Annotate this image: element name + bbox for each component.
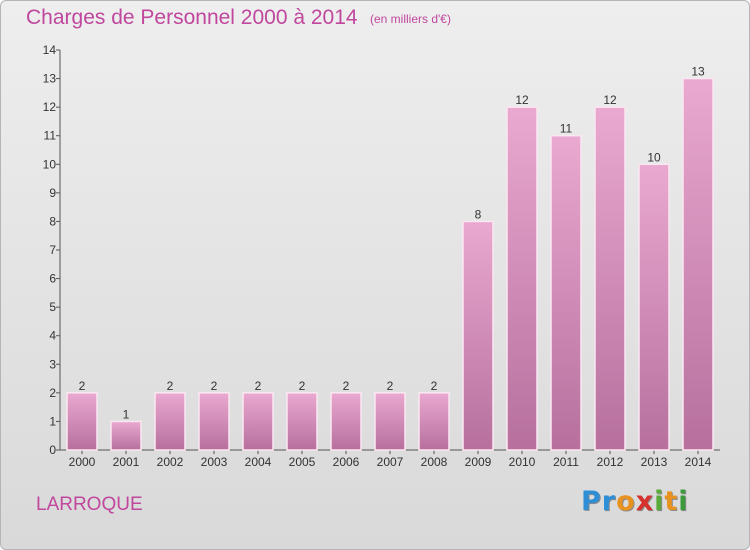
data-label: 2 bbox=[79, 379, 86, 393]
y-tick-label: 11 bbox=[44, 129, 57, 143]
bars bbox=[66, 77, 714, 451]
bar bbox=[682, 77, 714, 451]
y-tick-label: 6 bbox=[49, 272, 56, 286]
y-tick-label: 13 bbox=[43, 72, 57, 86]
x-tick-label: 2013 bbox=[641, 455, 668, 469]
bar bbox=[374, 392, 406, 451]
y-tick-label: 12 bbox=[43, 100, 57, 114]
x-tick-label: 2014 bbox=[685, 455, 712, 469]
commune-name: LARROQUE bbox=[36, 494, 143, 515]
data-label: 2 bbox=[387, 379, 394, 393]
bar bbox=[506, 106, 538, 451]
y-tick-label: 2 bbox=[49, 386, 56, 400]
data-label: 13 bbox=[691, 65, 705, 79]
y-tick-label: 14 bbox=[43, 43, 57, 57]
bar bbox=[550, 134, 582, 451]
bar bbox=[198, 392, 230, 451]
x-tick-label: 2004 bbox=[245, 455, 272, 469]
chart-title: Charges de Personnel 2000 à 2014 bbox=[26, 6, 358, 29]
bar bbox=[330, 392, 362, 451]
bar bbox=[638, 163, 670, 451]
logo-letter: r bbox=[601, 486, 617, 517]
x-tick-label: 2003 bbox=[201, 455, 228, 469]
data-label: 12 bbox=[603, 93, 617, 107]
logo-letter: o bbox=[616, 486, 636, 517]
x-tick-label: 2005 bbox=[289, 455, 316, 469]
proxiti-logo: Proxiti bbox=[581, 486, 689, 517]
labels: 2000 2 2001 1 2002 2 2003 2 2004 2 2005 2 2006 2 2007 2… bbox=[69, 65, 712, 469]
x-tick-label: 2008 bbox=[421, 455, 448, 469]
x-tick-label: 2012 bbox=[597, 455, 624, 469]
bar bbox=[418, 392, 450, 451]
y-tick-label: 0 bbox=[49, 443, 56, 457]
logo-letter: i bbox=[678, 486, 689, 517]
data-label: 2 bbox=[255, 379, 262, 393]
y-tick-label: 1 bbox=[49, 414, 56, 428]
data-label: 10 bbox=[647, 150, 661, 164]
y-tick-label: 4 bbox=[49, 329, 56, 343]
x-tick-label: 2002 bbox=[157, 455, 184, 469]
x-tick-label: 2000 bbox=[69, 455, 96, 469]
x-tick-label: 2006 bbox=[333, 455, 360, 469]
data-label: 2 bbox=[167, 379, 174, 393]
y-tick-label: 8 bbox=[49, 214, 56, 228]
bar bbox=[242, 392, 274, 451]
data-label: 2 bbox=[211, 379, 218, 393]
y-tick-label: 9 bbox=[49, 186, 56, 200]
x-tick-label: 2007 bbox=[377, 455, 404, 469]
x-tick-label: 2010 bbox=[509, 455, 536, 469]
y-tick-label: 5 bbox=[49, 300, 56, 314]
y-tick-label: 7 bbox=[49, 243, 56, 257]
x-tick-label: 2001 bbox=[113, 455, 140, 469]
x-tick-label: 2011 bbox=[553, 455, 579, 469]
data-label: 8 bbox=[475, 207, 482, 221]
data-label: 11 bbox=[560, 122, 573, 136]
data-label: 1 bbox=[123, 407, 130, 421]
bar bbox=[154, 392, 186, 451]
logo-letter: i bbox=[654, 486, 665, 517]
data-label: 12 bbox=[515, 93, 529, 107]
x-tick-label: 2009 bbox=[465, 455, 492, 469]
y-tick-label: 10 bbox=[43, 157, 57, 171]
data-label: 2 bbox=[343, 379, 350, 393]
y-tick-label: 3 bbox=[49, 357, 56, 371]
bar bbox=[594, 106, 626, 451]
bar bbox=[110, 420, 142, 451]
bar bbox=[462, 220, 494, 451]
data-label: 2 bbox=[431, 379, 438, 393]
bar bbox=[286, 392, 318, 451]
logo-letter: t bbox=[664, 486, 679, 517]
logo-letter: x bbox=[635, 486, 655, 517]
data-label: 2 bbox=[299, 379, 306, 393]
bar bbox=[66, 392, 98, 451]
chart-subtitle: (en milliers d'€) bbox=[370, 12, 451, 26]
logo-letter: P bbox=[581, 486, 602, 517]
